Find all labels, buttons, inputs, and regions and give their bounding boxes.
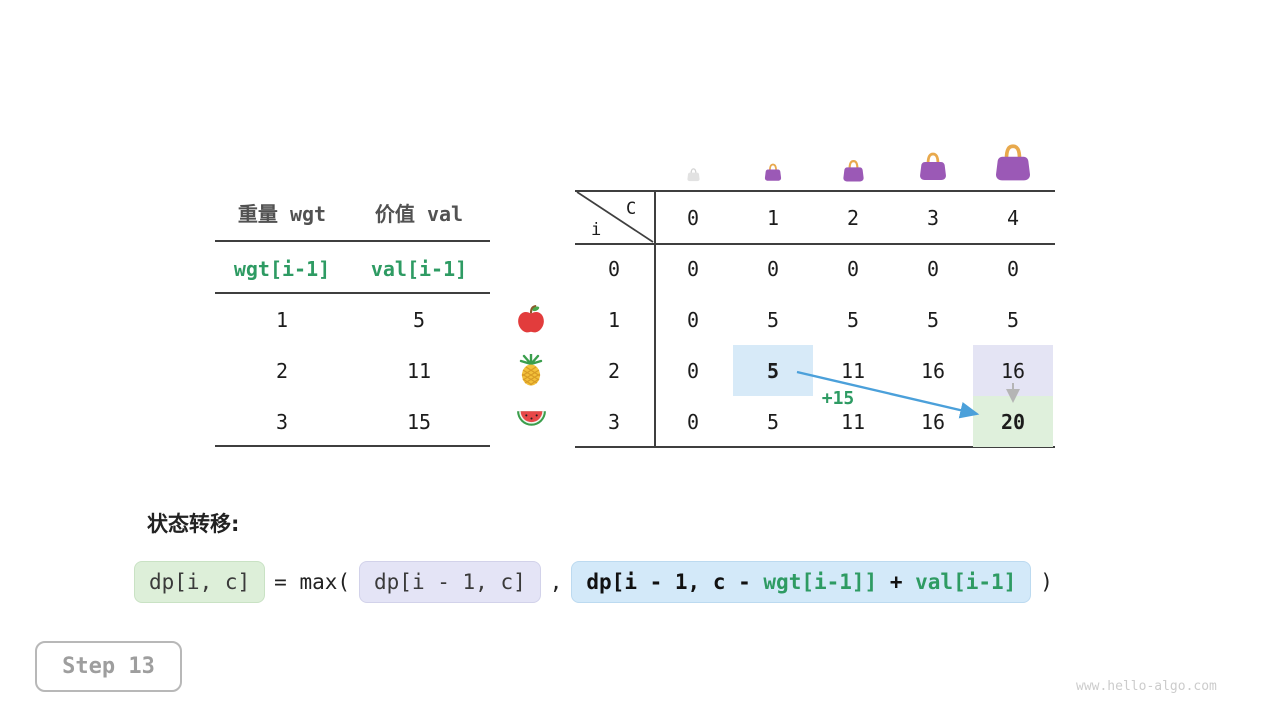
transition-annotation: +15 <box>821 388 855 409</box>
dp-corner-row-var: i <box>591 220 602 240</box>
watermark: www.hello-algo.com <box>1076 679 1217 694</box>
step-badge: Step 13 <box>35 641 182 692</box>
formula-take-val: val[i-1] <box>915 570 1017 594</box>
bag-icon-2 <box>840 157 866 183</box>
pineapple-icon <box>518 352 544 386</box>
formula-take-wgt: wgt[i-1]] <box>763 570 878 594</box>
bag-icon-0 <box>685 166 701 182</box>
dp-corner-col-var: C <box>626 199 637 219</box>
dp-table-line-top <box>575 190 1055 192</box>
dp-col-header-1: 1 <box>766 205 780 230</box>
state-transition-label: 状态转移: <box>147 512 240 536</box>
item-row-1-weight: 2 <box>275 358 289 383</box>
dp-cell-r0-c2: 0 <box>846 256 860 281</box>
dp-row-header-2: 2 <box>607 358 621 383</box>
items-table-line-top <box>215 240 490 242</box>
item-row-0-weight: 1 <box>275 307 289 332</box>
dp-col-header-4: 4 <box>1006 205 1020 230</box>
dp-row-header-0: 0 <box>607 256 621 281</box>
dp-table-line-vertical <box>654 190 656 448</box>
dp-row-header-3: 3 <box>607 409 621 434</box>
dp-cell-r0-c4: 0 <box>1006 256 1020 281</box>
item-row-2-value: 15 <box>406 409 432 434</box>
dp-col-header-3: 3 <box>926 205 940 230</box>
dp-cell-r3-c0: 0 <box>686 409 700 434</box>
items-table-line-mid <box>215 292 490 294</box>
dp-row-header-1: 1 <box>607 307 621 332</box>
bag-icon-1 <box>763 162 783 182</box>
dp-cell-r2-c1: 5 <box>733 345 813 396</box>
formula-close-paren: ) <box>1040 570 1053 594</box>
item-row-1-value: 11 <box>406 358 432 383</box>
bag-icon-3 <box>917 150 949 182</box>
dp-table-line-bottom <box>575 446 1055 448</box>
formula-comma: , <box>549 570 563 594</box>
watermelon-icon <box>514 408 548 428</box>
items-var-value: val[i-1] <box>370 256 468 281</box>
dp-cell-r0-c1: 0 <box>766 256 780 281</box>
items-header-value: 价值 val <box>374 202 464 226</box>
formula-option-take: dp[i - 1, c - wgt[i-1]] + val[i-1] <box>571 561 1032 603</box>
items-header-weight: 重量 wgt <box>237 202 327 226</box>
dp-col-header-0: 0 <box>686 205 700 230</box>
apple-icon <box>515 302 547 334</box>
formula-take-prefix: dp[i - 1, c - <box>586 570 764 594</box>
dp-cell-r3-c4: 20 <box>973 396 1053 447</box>
corner-diagonal-line <box>576 191 654 243</box>
bag-icon-4 <box>992 141 1034 183</box>
dp-cell-r1-c3: 5 <box>926 307 940 332</box>
dp-cell-r1-c4: 5 <box>1006 307 1020 332</box>
items-table-line-bottom <box>215 445 490 447</box>
dp-cell-r0-c3: 0 <box>926 256 940 281</box>
item-row-2-weight: 3 <box>275 409 289 434</box>
dp-cell-r0-c0: 0 <box>686 256 700 281</box>
items-var-weight: wgt[i-1] <box>233 256 331 281</box>
dp-cell-r2-c4: 16 <box>973 345 1053 396</box>
dp-col-header-2: 2 <box>846 205 860 230</box>
dp-cell-r1-c1: 5 <box>766 307 780 332</box>
dp-cell-r2-c0: 0 <box>686 358 700 383</box>
formula-dp-current: dp[i, c] <box>134 561 266 603</box>
dp-table-line-header <box>575 243 1055 245</box>
formula-equals-max: = max( <box>274 570 351 594</box>
dp-cell-r2-c3: 16 <box>920 358 946 383</box>
item-row-0-value: 5 <box>412 307 426 332</box>
dp-cell-r1-c0: 0 <box>686 307 700 332</box>
formula-option-skip: dp[i - 1, c] <box>359 561 541 603</box>
formula-take-plus: + <box>877 570 916 594</box>
dp-cell-r3-c3: 16 <box>920 409 946 434</box>
state-transition-formula: dp[i, c] = max( dp[i - 1, c] , dp[i - 1,… <box>134 561 1053 603</box>
dp-cell-r3-c1: 5 <box>766 409 780 434</box>
dp-cell-r1-c2: 5 <box>846 307 860 332</box>
